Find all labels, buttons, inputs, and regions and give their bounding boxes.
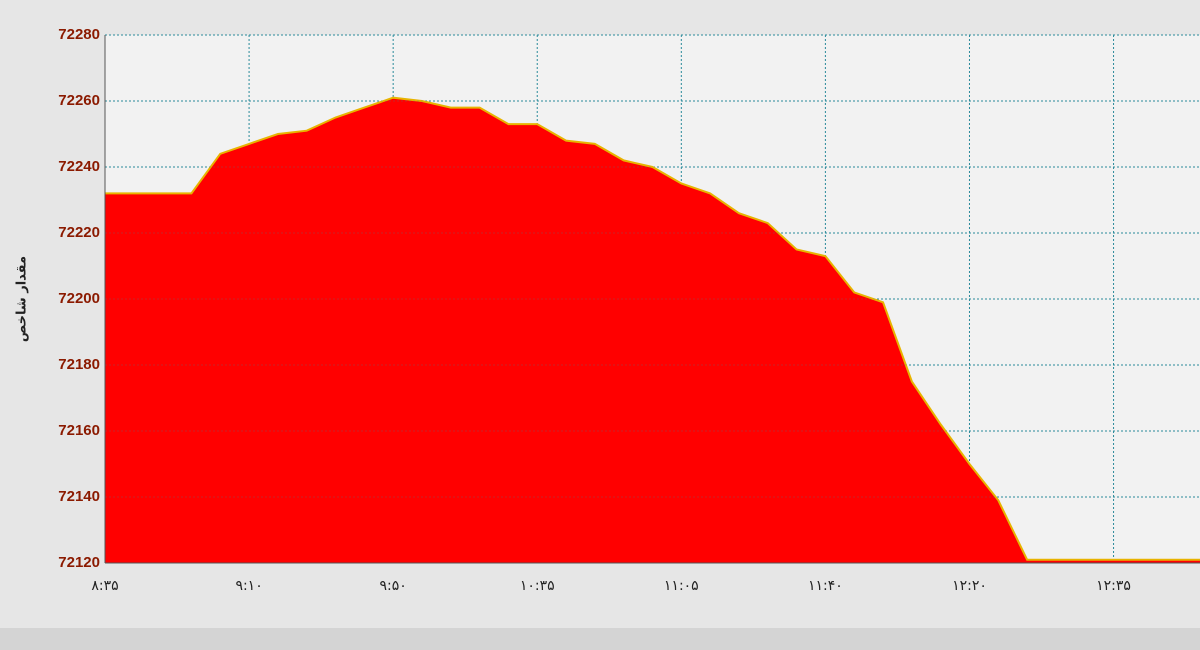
- y-tick-label: 72220: [58, 224, 100, 241]
- x-tick-label: ۱۲:۲۰: [952, 578, 987, 594]
- x-tick-label: ۹:۱۰: [235, 578, 262, 594]
- footer-band: [0, 628, 1200, 650]
- y-tick-label: 72240: [58, 158, 100, 175]
- y-tick-label: 72180: [58, 356, 100, 373]
- x-tick-label: ۱۱:۰۵: [664, 578, 699, 594]
- area-line: [105, 96, 1200, 561]
- x-tick-label: ۱۲:۳۵: [1096, 578, 1131, 594]
- y-tick-label: 72260: [58, 92, 100, 109]
- y-tick-label: 72120: [58, 554, 100, 571]
- y-tick-label: 72200: [58, 290, 100, 307]
- x-tick-label: ۱۰:۳۵: [520, 578, 555, 594]
- y-tick-label: 72280: [58, 26, 100, 43]
- y-axis-label: مقدار شاخص: [15, 256, 30, 342]
- y-tick-label: 72160: [58, 422, 100, 439]
- y-tick-label: 72140: [58, 488, 100, 505]
- x-tick-label: ۹:۵۰: [380, 578, 407, 594]
- x-tick-label: ۱۱:۴۰: [808, 578, 843, 594]
- x-tick-label: ۸:۳۵: [91, 578, 118, 594]
- area: [105, 97, 1200, 563]
